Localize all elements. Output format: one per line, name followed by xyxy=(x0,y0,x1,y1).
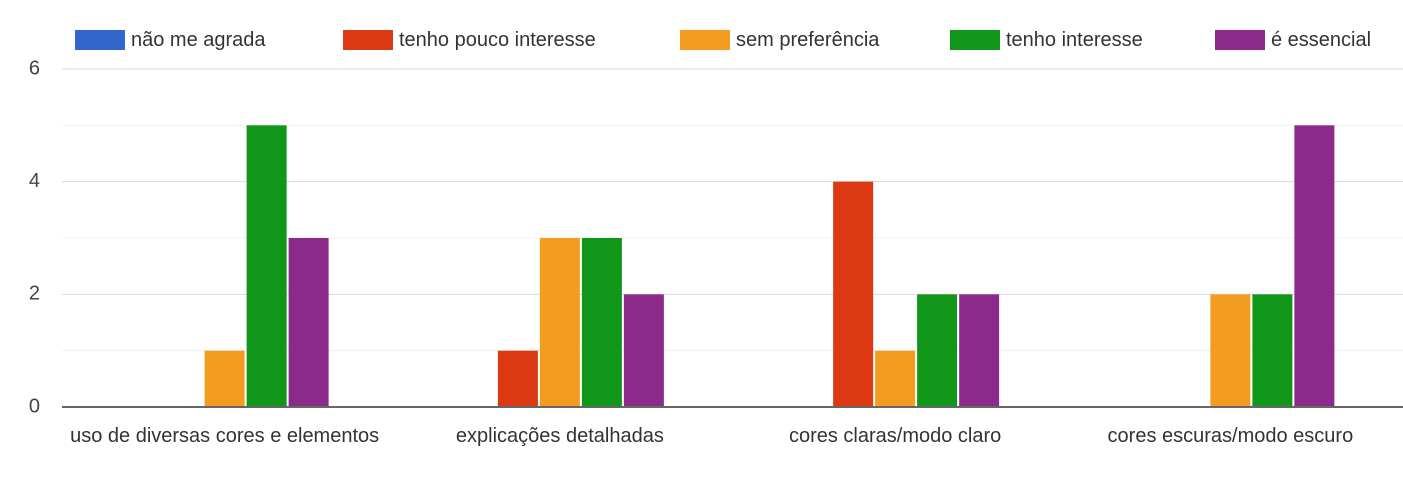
y-tick-label: 6 xyxy=(29,57,40,79)
bar xyxy=(875,350,916,407)
bar xyxy=(288,238,329,407)
legend-label: sem preferência xyxy=(736,28,880,51)
x-tick-label: uso de diversas cores e elementos xyxy=(70,425,380,447)
legend-label: é essencial xyxy=(1271,28,1372,51)
x-tick-label: cores claras/modo claro xyxy=(788,425,1002,447)
bar xyxy=(917,294,958,407)
bar xyxy=(1294,125,1335,407)
legend-swatch xyxy=(343,30,393,50)
bar xyxy=(1252,294,1293,407)
x-tick-label: cores escuras/modo escuro xyxy=(1107,425,1354,447)
legend-item: sem preferência xyxy=(680,26,879,54)
x-tick-label: explicações detalhadas xyxy=(455,425,664,447)
bar xyxy=(204,350,245,407)
legend-swatch xyxy=(75,30,125,50)
bar xyxy=(581,238,622,407)
bar xyxy=(623,294,664,407)
bar xyxy=(1210,294,1251,407)
legend-label: tenho interesse xyxy=(1006,28,1143,51)
legend-label: não me agrada xyxy=(131,28,266,51)
legend-item: tenho pouco interesse xyxy=(343,26,596,54)
y-tick-label: 4 xyxy=(29,170,40,192)
legend-swatch xyxy=(1215,30,1265,50)
legend-item: não me agrada xyxy=(75,26,266,54)
legend-item: tenho interesse xyxy=(950,26,1143,54)
y-tick-label: 0 xyxy=(29,395,40,417)
legend-label: tenho pouco interesse xyxy=(399,28,596,51)
bar xyxy=(539,238,580,407)
legend-swatch xyxy=(680,30,730,50)
bar xyxy=(833,181,874,407)
y-tick-label: 2 xyxy=(29,283,40,305)
legend-swatch xyxy=(950,30,1000,50)
legend-item: é essencial xyxy=(1215,26,1371,54)
bar xyxy=(246,125,287,407)
bar xyxy=(497,350,538,407)
bar xyxy=(959,294,1000,407)
